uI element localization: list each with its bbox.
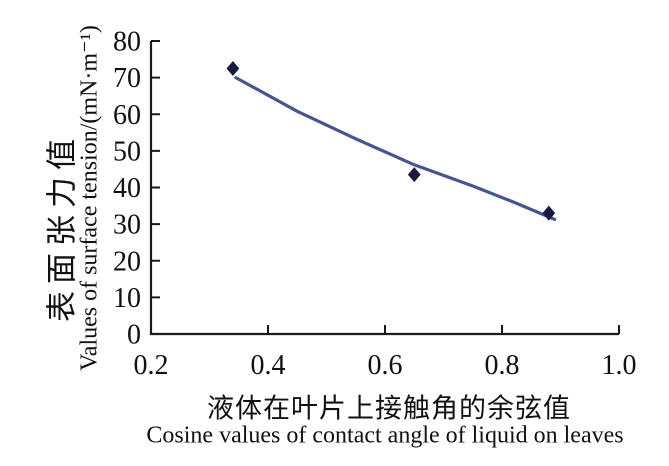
x-tick-label: 0.6	[368, 350, 403, 381]
x-axis-label-chinese: 液体在叶片上接触角的余弦值	[207, 393, 571, 424]
y-tick-label: 70	[113, 63, 141, 94]
data-point	[407, 167, 421, 183]
y-tick-label: 80	[113, 27, 141, 58]
y-tick-label: 20	[113, 246, 141, 277]
trend-line	[234, 76, 557, 221]
x-axis-label-english: Cosine values of contact angle of liquid…	[146, 422, 624, 449]
x-tick-label: 0.8	[485, 350, 520, 381]
y-tick-label: 30	[113, 210, 141, 241]
data-point	[542, 205, 556, 221]
y-tick-label: 10	[113, 283, 141, 314]
y-tick-label: 60	[113, 100, 141, 131]
x-tick-label: 0.4	[251, 350, 286, 381]
x-tick-label: 0.2	[134, 350, 169, 381]
y-tick-label: 0	[127, 320, 141, 351]
y-tick-label: 50	[113, 136, 141, 167]
y-tick-label: 40	[113, 173, 141, 204]
y-axis-label-english: Values of surface tension/(mN·m⁻¹)	[76, 25, 103, 371]
data-point	[226, 60, 240, 76]
axes-lines	[149, 41, 619, 336]
x-tick-label: 1.0	[602, 350, 637, 381]
